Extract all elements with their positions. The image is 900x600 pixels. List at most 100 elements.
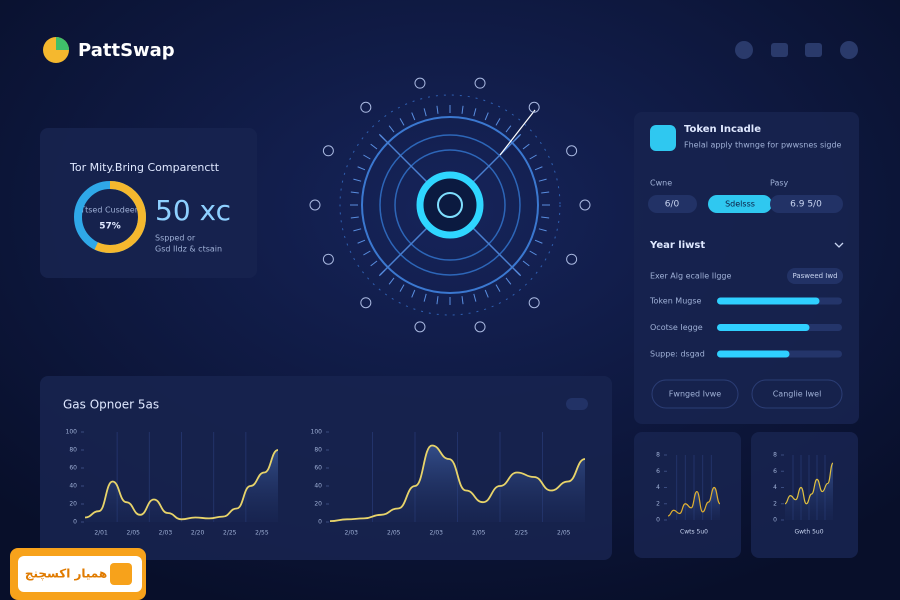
pill-active[interactable]	[708, 195, 772, 213]
hub-tick	[363, 154, 371, 160]
action-button[interactable]	[751, 379, 843, 409]
x-tick-label: 2/03	[159, 530, 173, 537]
hub-tick	[461, 105, 464, 114]
hub-tick	[357, 166, 366, 171]
y-tick-label: 100	[66, 429, 78, 436]
hub-tick	[399, 118, 405, 126]
hub-tick	[388, 277, 395, 285]
x-tick-label: 2/03	[345, 530, 359, 537]
x-tick-label: 2/03	[430, 530, 444, 537]
mini-card	[634, 432, 741, 558]
hub-core	[416, 171, 484, 239]
hub-tick	[505, 125, 512, 133]
icon-button[interactable]	[840, 41, 858, 59]
radial-hub	[309, 77, 591, 333]
hub-tick	[423, 293, 427, 302]
y-tick-label: 80	[314, 447, 322, 454]
y-tick-label: 40	[69, 483, 77, 490]
orbit-icon	[322, 145, 334, 157]
pill[interactable]	[648, 195, 697, 213]
hub-tick	[541, 191, 550, 194]
mini-card	[751, 432, 858, 558]
x-tick-label: 2/05	[387, 530, 401, 537]
hub-tick	[505, 277, 512, 285]
donut-segment	[74, 181, 146, 253]
card-title: Tor Mity.Bring Comparenctt	[69, 161, 220, 174]
watermark-text: همیار اکسچنج	[25, 567, 107, 581]
progress-label: Ocotse Iegge	[650, 323, 703, 332]
dropdown[interactable]	[566, 398, 588, 410]
logo-text: PattSwap	[78, 40, 175, 61]
y-tick-label: 2	[656, 500, 660, 507]
hub-tick	[423, 108, 427, 117]
ring	[379, 134, 521, 276]
y-tick-label: 0	[73, 519, 77, 526]
hub-tick	[541, 216, 550, 219]
y-tick-label: 8	[773, 452, 777, 459]
hub-tick	[522, 260, 530, 267]
panel-title: Token Incadle	[684, 124, 761, 135]
action-text: Fwnged Ivwe	[669, 390, 721, 399]
pill[interactable]	[770, 195, 843, 213]
progress-fill	[717, 297, 820, 305]
line	[329, 444, 586, 522]
x-tick-label: 2/05	[472, 530, 486, 537]
ring	[361, 116, 539, 294]
panel-subtitle: Fhelal apply thwnge for pwwsnes sigde	[684, 141, 842, 150]
area	[330, 445, 585, 522]
gas-title: Gas Opnoer 5as	[63, 398, 159, 412]
icon-button[interactable]	[735, 41, 753, 59]
hub-tick	[411, 289, 416, 298]
filter-button[interactable]	[787, 268, 843, 284]
hub-tick	[461, 296, 464, 305]
y-tick-label: 20	[314, 501, 322, 508]
progress-fill	[717, 324, 810, 331]
hub-line	[499, 109, 536, 156]
hub-tick	[411, 112, 416, 121]
y-tick-label: 60	[314, 465, 322, 472]
hub-tick	[484, 289, 489, 298]
hub-tick	[388, 125, 395, 133]
pill-text: Sdelsss	[725, 200, 755, 209]
y-tick-label: 100	[311, 429, 323, 436]
progress-label: Suppe: dsgad	[650, 350, 705, 359]
hub-tick	[484, 112, 489, 121]
action-button[interactable]	[651, 379, 739, 409]
y-tick-label: 0	[656, 517, 660, 524]
chevron[interactable]	[834, 242, 844, 248]
hub-core	[437, 192, 463, 218]
orbit-icon	[566, 145, 578, 157]
hub-tick	[350, 216, 359, 219]
orbit-icon	[414, 77, 426, 89]
x-tick-label: 2/05	[557, 530, 571, 537]
hub-tick	[378, 269, 386, 277]
chart-caption: Cwts 5u0	[680, 529, 708, 536]
donut-label: 57%	[99, 222, 121, 232]
hub-tick	[522, 143, 530, 150]
hub-tick	[350, 191, 359, 194]
hub-tick	[534, 166, 543, 171]
icon-button[interactable]	[771, 43, 788, 57]
logo-icon-part	[56, 37, 69, 50]
ring	[339, 94, 561, 316]
hub-tick	[436, 296, 439, 305]
y-tick-label: 20	[69, 501, 77, 508]
orbit-icon	[528, 101, 540, 113]
icon-button[interactable]	[805, 43, 822, 57]
hub-tick	[353, 178, 362, 182]
hub-tick	[495, 284, 501, 292]
hub-tick	[353, 228, 362, 232]
ring	[394, 149, 506, 261]
orbit-icon	[309, 199, 321, 211]
field-label: Cwne	[650, 179, 672, 188]
y-tick-label: 4	[773, 484, 777, 491]
orbit-icon	[474, 77, 486, 89]
x-tick-label: 2/20	[191, 530, 205, 537]
line	[784, 462, 834, 505]
hub-tick	[538, 178, 547, 182]
x-tick-label: 2/01	[94, 530, 108, 537]
orbit-icon	[360, 297, 372, 309]
hub-tick	[378, 133, 386, 141]
action-text: Canglie Iwel	[773, 390, 822, 399]
